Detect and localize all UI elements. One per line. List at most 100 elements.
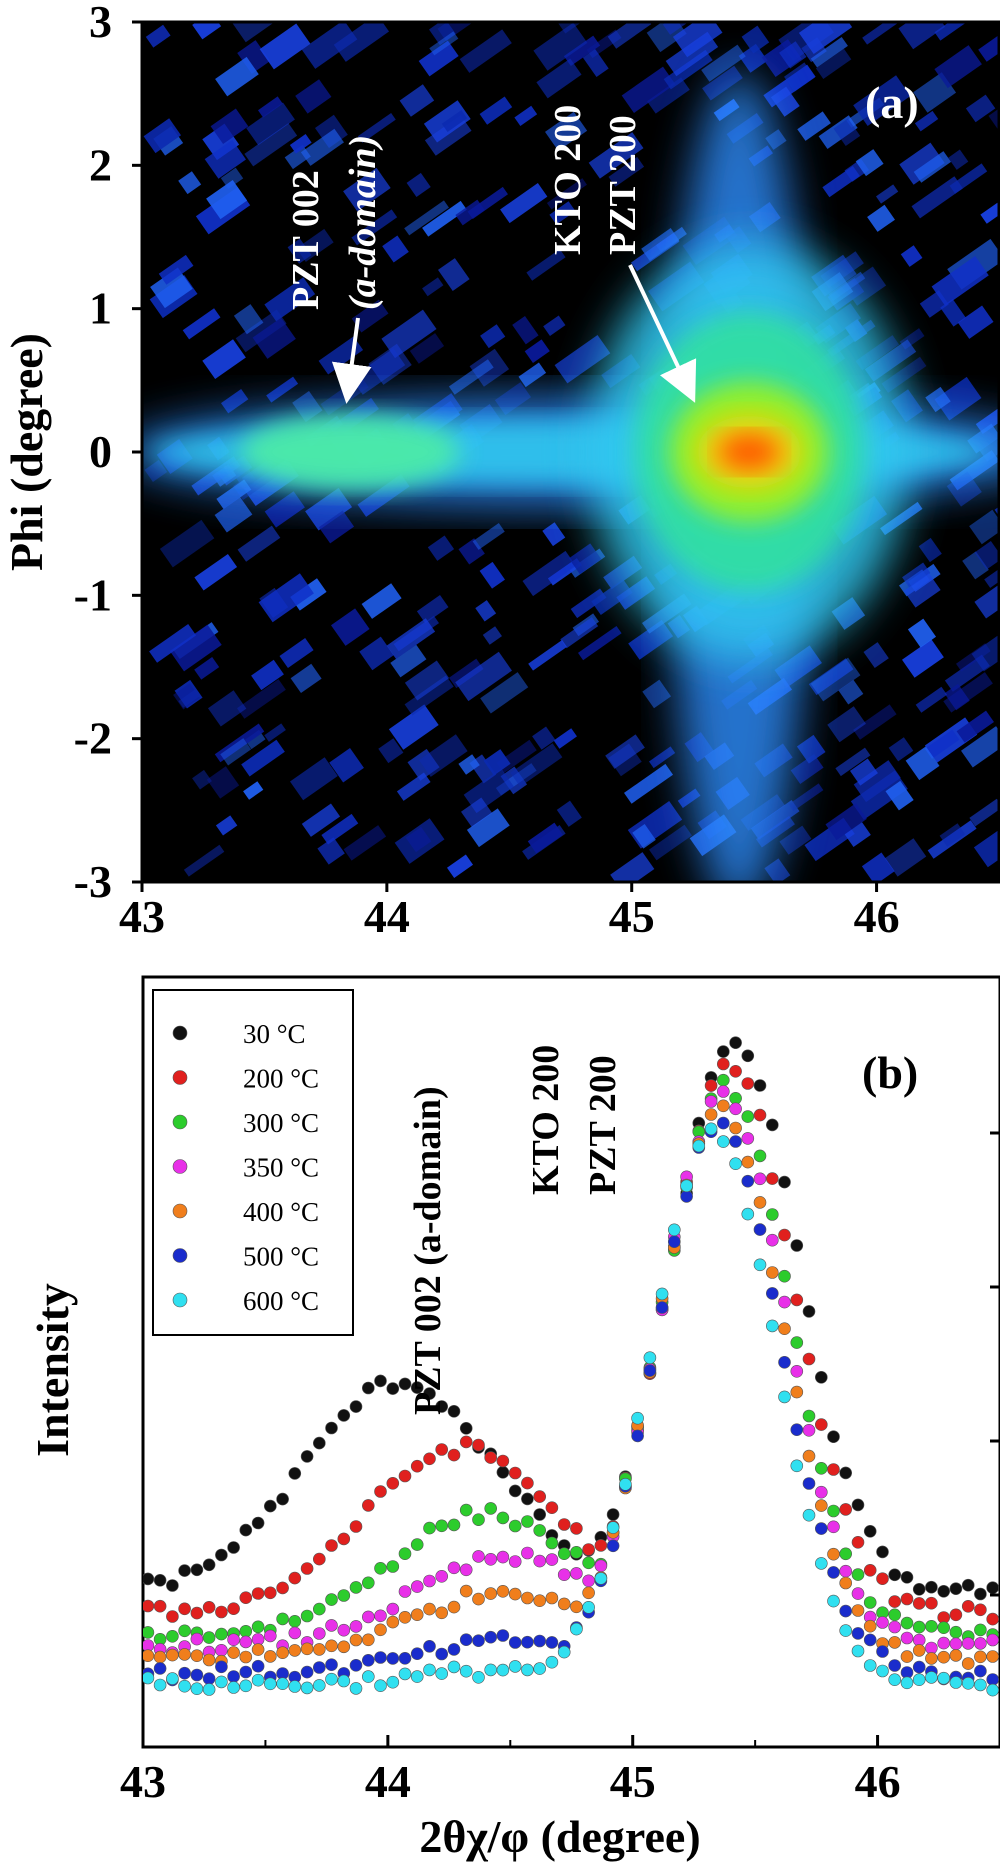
data-point: [839, 1466, 853, 1480]
heatmap-speckle: [279, 638, 314, 669]
heatmap-speckle: [264, 277, 316, 322]
data-point: [888, 1568, 902, 1582]
heatmap-speckle: [608, 156, 645, 187]
heatmap-speckle: [934, 22, 984, 41]
arrow-a-domain: [331, 317, 372, 404]
heatmap-speckle: [642, 679, 672, 709]
data-point: [312, 1661, 326, 1674]
data-point: [227, 1681, 240, 1694]
heatmap-speckle: [202, 339, 246, 380]
x-tick-label: 43: [119, 891, 165, 942]
heatmap-speckle: [648, 746, 676, 769]
heatmap-speckle: [939, 823, 966, 847]
data-point: [472, 1513, 485, 1526]
data-point: [753, 1196, 767, 1209]
data-point: [814, 1462, 828, 1475]
heatmap-speckle: [797, 111, 831, 141]
heatmap-speckle: [480, 672, 529, 714]
data-point: [937, 1621, 951, 1634]
heatmap-speckle: [526, 249, 566, 281]
heatmap-speckle: [459, 29, 512, 73]
legend-marker: [172, 1114, 188, 1130]
data-point: [839, 1604, 853, 1618]
heatmap-speckle: [621, 66, 676, 114]
heatmap-speckle: [885, 780, 914, 811]
arrow-main-peak: [628, 264, 697, 403]
data-point: [349, 1659, 363, 1672]
heatmap-speckle: [850, 758, 878, 786]
data-point: [545, 1553, 559, 1566]
data-point: [778, 1228, 791, 1242]
heatmap-speckle: [416, 595, 449, 624]
data-point: [349, 1400, 363, 1413]
data-point: [533, 1554, 547, 1568]
heatmap-speckle: [925, 386, 951, 413]
data-point: [888, 1673, 902, 1686]
x-tick-label: 45: [609, 891, 655, 942]
data-point: [802, 1449, 816, 1463]
y-tick-label: -2: [74, 713, 112, 764]
heatmap-speckle: [424, 115, 472, 156]
heatmap-speckle: [483, 749, 511, 776]
data-point: [900, 1592, 914, 1606]
data-point: [900, 1616, 914, 1630]
heatmap-speckle: [150, 267, 193, 309]
data-point: [435, 1606, 449, 1620]
heatmap-speckle: [810, 657, 861, 702]
data-point: [606, 1521, 620, 1534]
data-point: [888, 1608, 902, 1622]
data-point: [447, 1405, 461, 1418]
data-point: [508, 1466, 522, 1480]
data-point: [888, 1620, 902, 1634]
heatmap-speckle: [549, 201, 576, 225]
heatmap-speckle: [399, 84, 435, 117]
data-point: [974, 1637, 987, 1650]
data-point: [582, 1601, 595, 1614]
heatmap-speckle: [524, 339, 550, 363]
heatmap-speckle: [663, 49, 713, 90]
heatmap-speckle: [902, 562, 931, 588]
data-point: [386, 1382, 400, 1395]
heatmap-speckle: [480, 324, 506, 349]
heatmap-speckle: [178, 171, 202, 195]
heatmap-speckle: [949, 163, 988, 194]
data-point: [778, 1390, 791, 1404]
data-point: [276, 1612, 289, 1626]
heatmap-speckle: [911, 176, 963, 219]
y-tick-label: 3: [89, 0, 112, 47]
heatmap-speckle: [220, 388, 249, 414]
legend-label: 30 °C: [243, 1019, 306, 1049]
data-point: [961, 1578, 975, 1592]
data-point: [143, 1572, 155, 1586]
panel-a-ylabel: Phi (degree): [1, 333, 52, 571]
data-point: [337, 1532, 351, 1546]
svg-text:PZT 200: PZT 200: [602, 115, 644, 255]
heatmap-speckle: [169, 624, 222, 672]
data-point: [386, 1602, 400, 1616]
data-point: [263, 1677, 277, 1691]
data-point: [765, 1172, 779, 1185]
heatmap-speckle: [244, 729, 266, 750]
heatmap-speckle: [289, 757, 338, 801]
data-point: [251, 1673, 265, 1687]
data-point: [716, 1085, 730, 1098]
data-point: [386, 1615, 400, 1629]
data-point: [288, 1644, 302, 1657]
data-point: [496, 1454, 510, 1468]
legend-label: 350 °C: [243, 1153, 319, 1183]
legend-marker: [172, 1203, 188, 1219]
heatmap-speckle: [907, 618, 937, 648]
annotation-a-domain-line2: (a-domain): [342, 135, 384, 310]
data-point: [215, 1660, 228, 1674]
heatmap-speckle: [382, 235, 409, 263]
heatmap-speckle: [542, 522, 566, 547]
heatmap-speckle: [378, 738, 404, 764]
heatmap-speckle: [528, 639, 567, 671]
heatmap-speckle: [500, 183, 548, 224]
data-point: [704, 1108, 718, 1121]
panel-b: 30 °C 200 °C 300 °C 350 °C 400 °C 500 °C 600 °…: [27, 975, 1000, 1862]
heatmap-speckle: [563, 35, 601, 67]
heatmap-speckle: [808, 658, 854, 696]
data-point: [166, 1579, 179, 1592]
data-point: [459, 1435, 473, 1449]
